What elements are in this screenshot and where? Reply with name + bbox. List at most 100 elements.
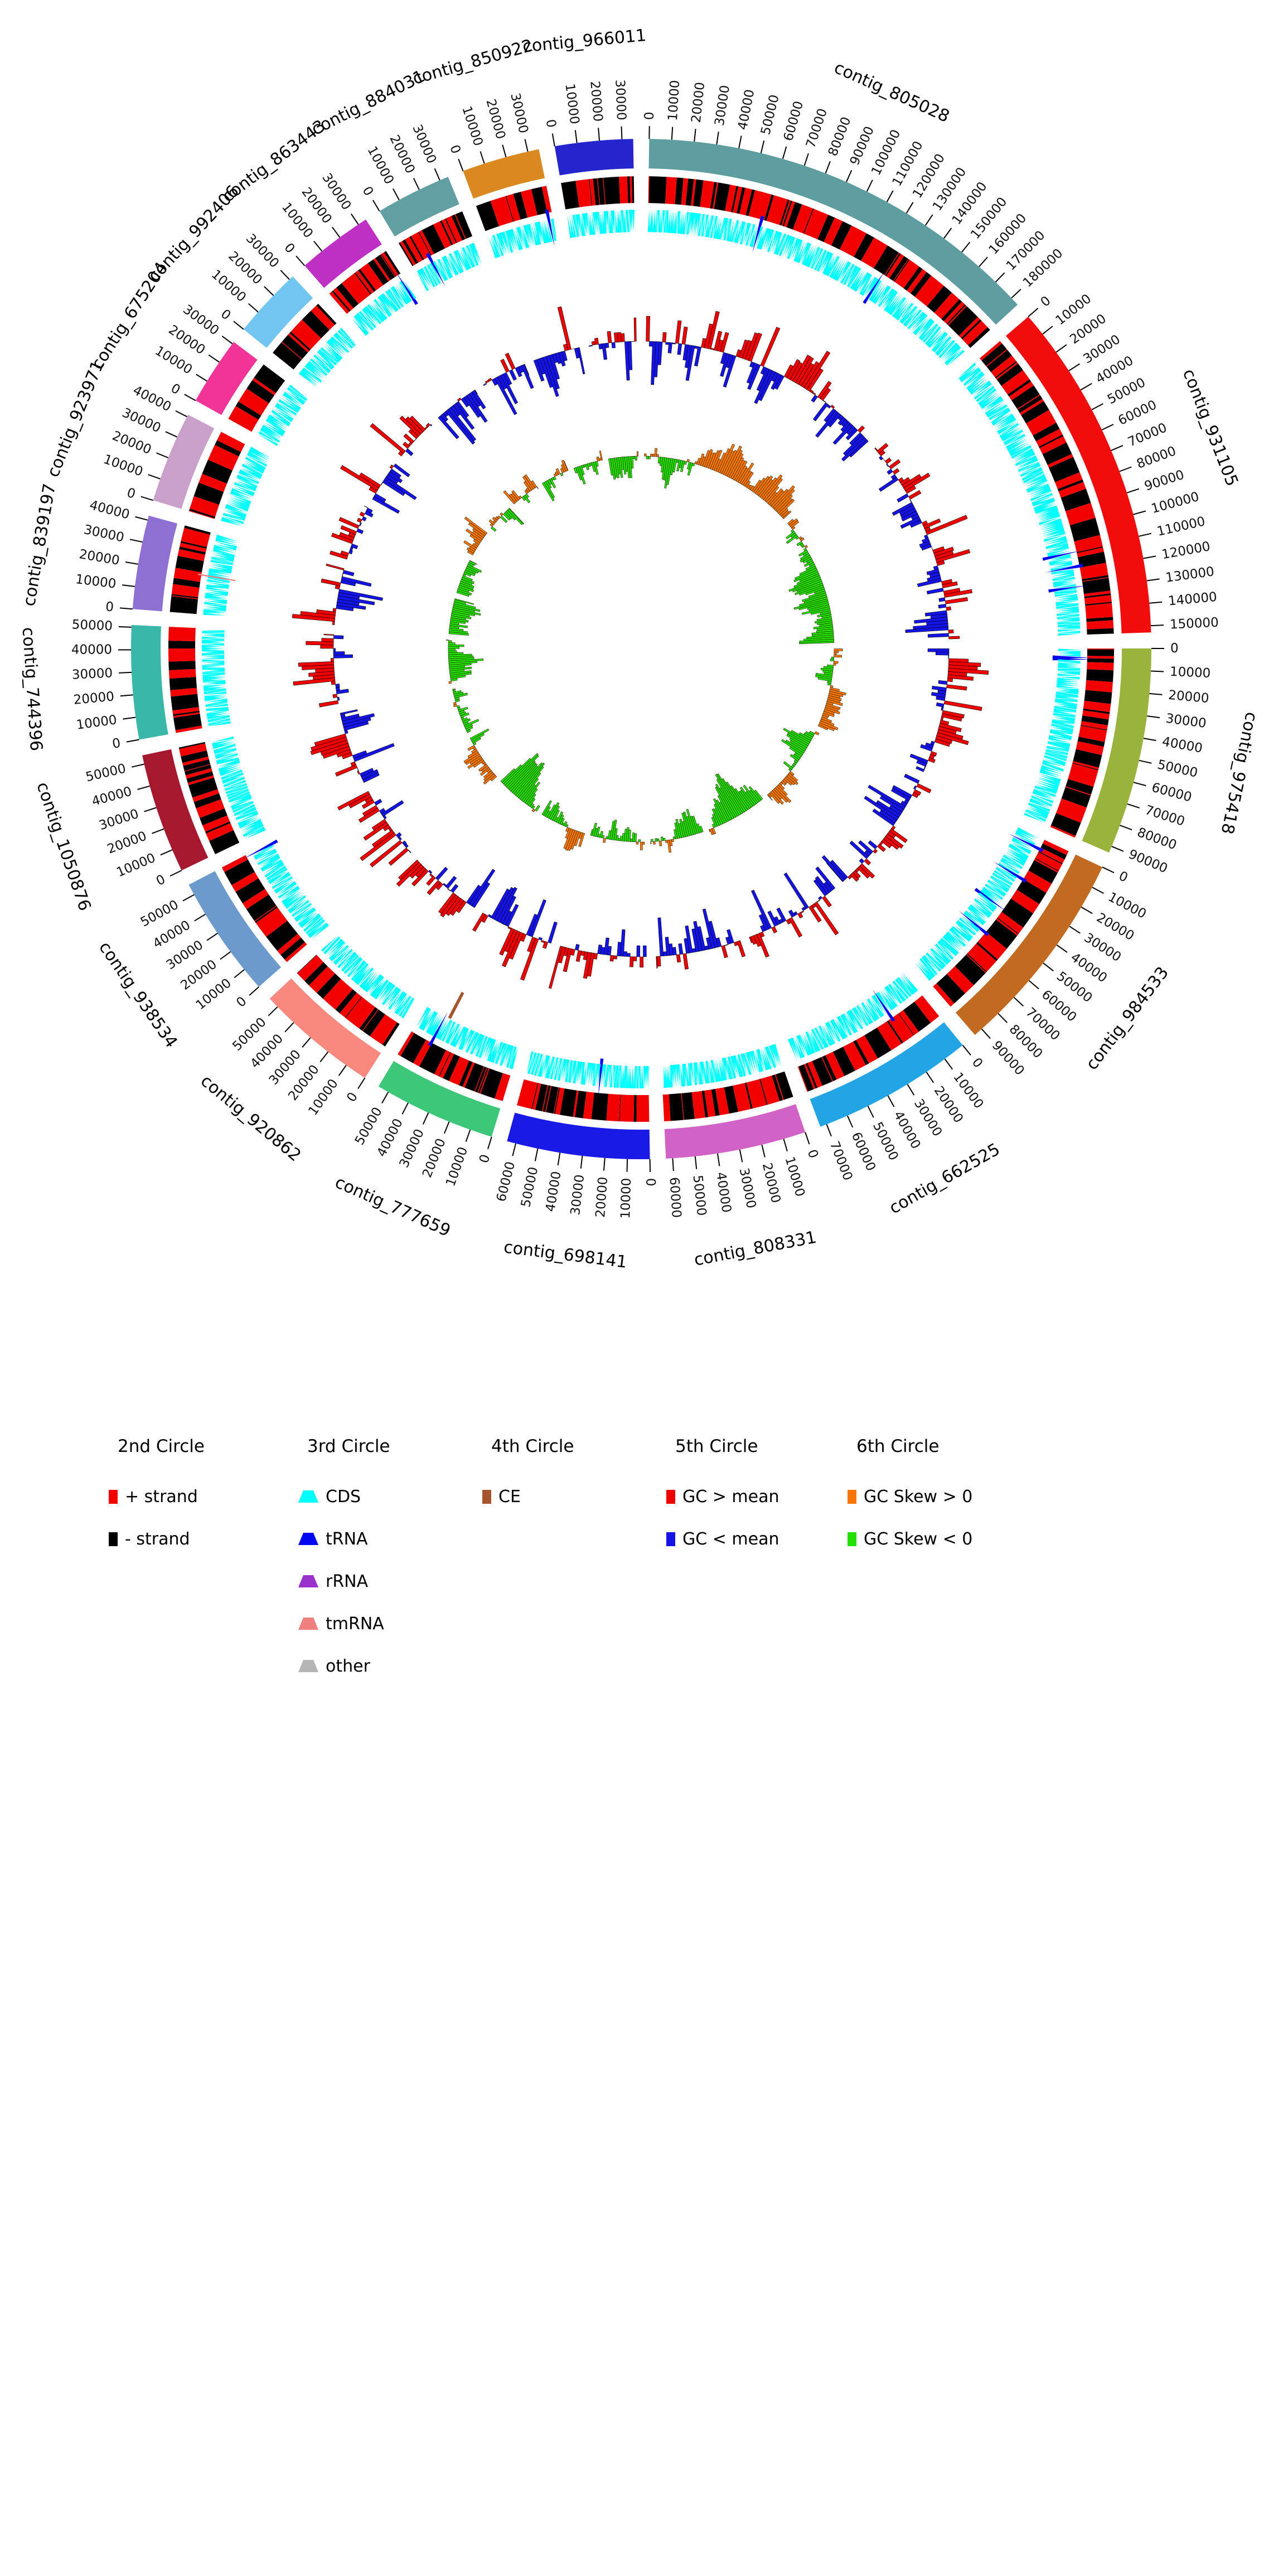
svg-text:20000: 20000 <box>73 689 115 708</box>
svg-text:30000: 30000 <box>97 807 141 833</box>
svg-text:50000: 50000 <box>870 1120 901 1163</box>
gc-above-mean-marker-icon <box>666 1489 675 1504</box>
svg-text:20000: 20000 <box>78 547 120 568</box>
gc-below-mean-marker-icon <box>666 1532 675 1546</box>
svg-text:10000: 10000 <box>1170 665 1211 681</box>
legend-label: + strand <box>125 1487 198 1507</box>
svg-text:90000: 90000 <box>1126 847 1170 876</box>
legend-item-tmrna: tmRNA <box>298 1602 390 1645</box>
other-marker-icon <box>298 1660 318 1672</box>
legend-col-6th-circle: 6th Circle GC Skew > 0 GC Skew < 0 <box>848 1436 972 1560</box>
svg-text:10000: 10000 <box>101 452 145 480</box>
legend-label: tRNA <box>326 1529 368 1549</box>
contig-arc-contig_931105 <box>1006 316 1151 633</box>
legend-label: - strand <box>125 1529 190 1549</box>
svg-text:0: 0 <box>643 1178 657 1187</box>
legend-label: GC > mean <box>682 1487 779 1507</box>
legend-item-trna: tRNA <box>298 1518 390 1560</box>
legend-item-minus-strand: - strand <box>109 1518 205 1560</box>
legend-item-gc-below-mean: GC < mean <box>666 1518 779 1560</box>
contig-label-contig_744396: contig_744396 <box>18 627 46 752</box>
legend-item-other: other <box>298 1645 390 1687</box>
contig-arc-contig_975418 <box>1082 648 1152 853</box>
svg-text:10000: 10000 <box>443 1145 471 1189</box>
contig-label-contig_923971: contig_923971 <box>43 358 108 480</box>
ring-strand <box>168 176 1115 1122</box>
svg-text:50000: 50000 <box>690 1174 709 1217</box>
svg-text:70000: 70000 <box>827 1139 855 1183</box>
gc-skew-negative-marker-icon <box>848 1532 856 1546</box>
svg-text:120000: 120000 <box>1161 539 1212 562</box>
svg-text:30000: 30000 <box>120 405 163 435</box>
tmrna-mark <box>198 573 236 582</box>
svg-text:10000: 10000 <box>75 572 117 592</box>
legend-col-5th-circle: 5th Circle GC > mean GC < mean <box>666 1436 779 1560</box>
svg-text:80000: 80000 <box>1135 825 1179 853</box>
svg-text:50000: 50000 <box>519 1166 541 1209</box>
svg-text:110000: 110000 <box>1156 514 1207 539</box>
legend-col-4th-circle: 4th Circle CE <box>482 1436 574 1518</box>
legend-label: CE <box>498 1487 521 1507</box>
rrna-marker-icon <box>298 1575 318 1587</box>
svg-text:0: 0 <box>805 1147 821 1160</box>
legend-col-2nd-circle: 2nd Circle + strand - strand <box>109 1436 205 1560</box>
legend-col-3rd-circle: 3rd Circle CDS tRNA rRNA tmRNA other <box>298 1436 390 1687</box>
ring-skew <box>446 444 846 853</box>
contig-arc-contig_777659 <box>378 1061 501 1137</box>
svg-text:10000: 10000 <box>114 851 157 880</box>
legend-label: tmRNA <box>326 1614 384 1634</box>
legend-item-gc-skew-negative: GC Skew < 0 <box>848 1518 972 1560</box>
svg-text:10000: 10000 <box>618 1178 634 1219</box>
ce-marker-icon <box>482 1489 491 1504</box>
contig-arc-contig_884031 <box>379 177 459 237</box>
svg-text:30000: 30000 <box>83 522 125 545</box>
svg-text:10000: 10000 <box>782 1155 807 1199</box>
svg-text:40000: 40000 <box>88 498 131 522</box>
contig-label-contig_931105: contig_931105 <box>1179 366 1242 489</box>
svg-text:40000: 40000 <box>71 643 112 657</box>
legend-item-plus-strand: + strand <box>109 1475 205 1518</box>
svg-text:100000: 100000 <box>1150 490 1201 516</box>
contig-arc-contig_744396 <box>130 624 168 740</box>
contig-arc-contig_839197 <box>132 515 177 612</box>
svg-text:30000: 30000 <box>568 1174 587 1216</box>
contig-label-contig_662525: contig_662525 <box>886 1140 1003 1218</box>
svg-text:60000: 60000 <box>1116 398 1159 428</box>
svg-text:60000: 60000 <box>494 1160 518 1203</box>
svg-text:20000: 20000 <box>1168 688 1209 706</box>
legend-rows-3rd: CDS tRNA rRNA tmRNA other <box>298 1475 390 1687</box>
contig-label-contig_698141: contig_698141 <box>502 1237 628 1272</box>
legend-rows-6th: GC Skew > 0 GC Skew < 0 <box>848 1475 972 1560</box>
contig-arc-contig_805028 <box>648 139 1018 325</box>
legend-title-2nd-circle: 2nd Circle <box>118 1436 205 1456</box>
svg-text:30000: 30000 <box>737 1167 759 1210</box>
contig-label-contig_839197: contig_839197 <box>20 482 60 608</box>
svg-text:150000: 150000 <box>1169 616 1219 632</box>
legend-title-3rd-circle: 3rd Circle <box>307 1436 390 1456</box>
contig-label-contig_938534: contig_938534 <box>95 938 181 1051</box>
ring-feat <box>198 573 464 1019</box>
svg-text:30000: 30000 <box>71 666 113 682</box>
svg-text:40000: 40000 <box>543 1170 564 1213</box>
trna-marker-icon <box>298 1533 318 1545</box>
svg-text:30000: 30000 <box>1165 711 1207 731</box>
legend-item-gc-above-mean: GC > mean <box>666 1475 779 1518</box>
legend-label: GC Skew > 0 <box>864 1487 972 1507</box>
svg-text:140000: 140000 <box>1168 590 1218 609</box>
legend: 2nd Circle + strand - strand 3rd Circle … <box>0 0 1288 1676</box>
circular-genome-plot: 0 10000 20000 30000 40000 5000060000700008000… <box>18 26 1261 1272</box>
svg-text:0: 0 <box>1116 869 1130 885</box>
legend-title-5th-circle: 5th Circle <box>675 1436 779 1456</box>
legend-label: GC < mean <box>682 1529 779 1549</box>
svg-text:10000: 10000 <box>75 713 118 733</box>
ring-cds <box>202 209 1091 1097</box>
svg-text:90000: 90000 <box>1142 468 1186 494</box>
svg-text:40000: 40000 <box>713 1171 734 1213</box>
svg-text:20000: 20000 <box>593 1176 611 1218</box>
svg-text:0: 0 <box>105 599 114 614</box>
figure-canvas: 0 10000 20000 30000 40000 50000 60000 70000 8000… <box>18 26 1261 1272</box>
legend-title-4th-circle: 4th Circle <box>491 1436 574 1456</box>
contig-label-contig_1050876: contig_1050876 <box>32 779 94 913</box>
contig-label-contig_920862: contig_920862 <box>197 1071 304 1165</box>
contig-arc-contig_992406 <box>243 276 313 348</box>
